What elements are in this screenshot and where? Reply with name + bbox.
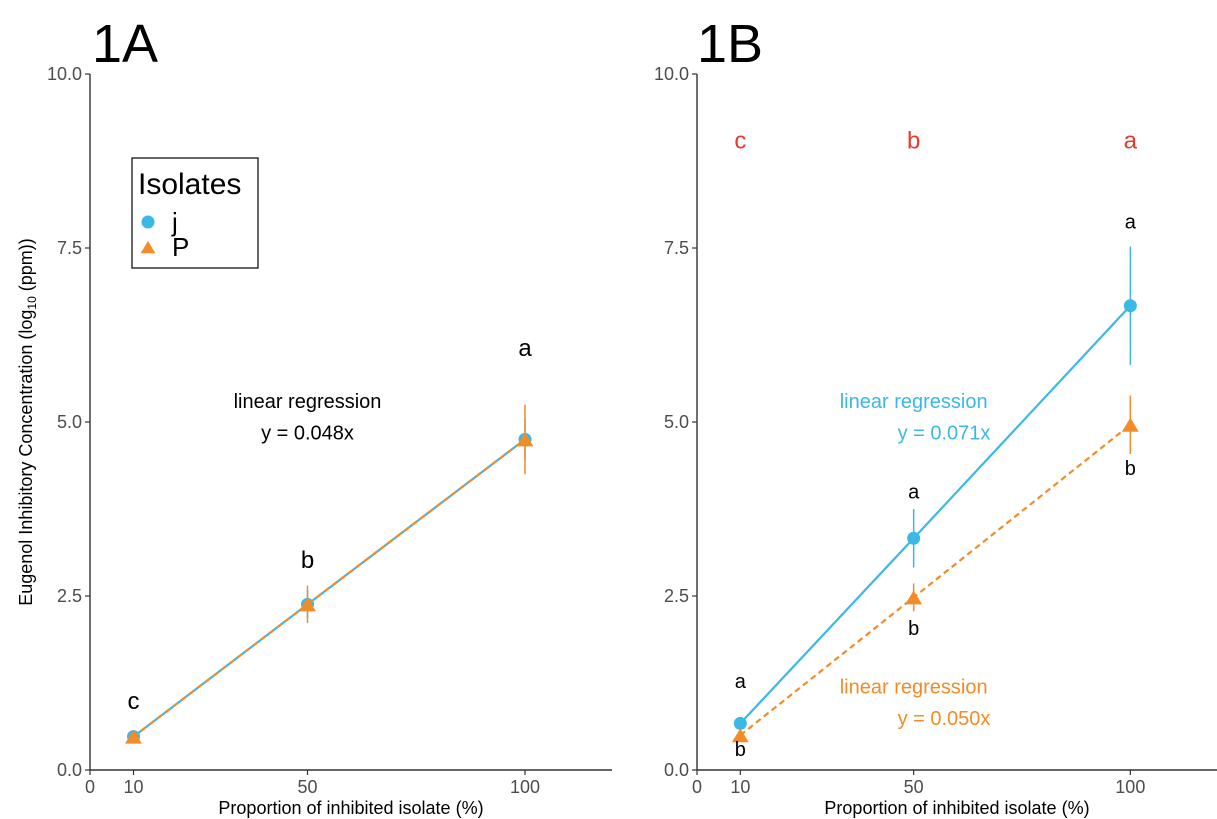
point-label: a xyxy=(518,335,532,362)
legend-marker xyxy=(141,215,155,229)
panel-label: 1A xyxy=(92,14,158,74)
annotation: linear regression xyxy=(234,391,382,413)
y-tick-label: 0.0 xyxy=(57,760,82,780)
annotation: linear regression xyxy=(840,391,988,413)
y-tick-label: 7.5 xyxy=(664,238,689,258)
y-tick-label: 10.0 xyxy=(47,64,82,84)
data-point xyxy=(516,432,534,447)
data-point xyxy=(1123,299,1137,313)
x-tick-label: 0 xyxy=(85,777,95,797)
legend-marker xyxy=(140,241,156,254)
point-label: a xyxy=(1125,212,1137,234)
series-line xyxy=(739,305,1132,725)
y-tick-label: 7.5 xyxy=(57,238,82,258)
y-tick-label: 2.5 xyxy=(664,586,689,606)
annotation: y = 0.048x xyxy=(261,422,354,444)
legend-entry-label: j xyxy=(171,207,178,237)
legend: Isolates jP xyxy=(131,157,259,269)
data-point xyxy=(907,531,921,545)
series-P xyxy=(125,404,534,744)
point-label: a xyxy=(735,671,747,693)
series-j xyxy=(127,418,532,744)
data-point xyxy=(1121,417,1139,432)
panel-label: 1B xyxy=(697,14,763,74)
y-tick-label: 5.0 xyxy=(57,412,82,432)
x-tick-label: 0 xyxy=(692,777,702,797)
point-label: b xyxy=(1125,458,1136,480)
legend-entry-label: P xyxy=(172,232,189,262)
point-label: c xyxy=(128,688,140,715)
series-P xyxy=(731,395,1139,743)
y-axis-label: Eugenol Inhibitory Concentration (log10 … xyxy=(16,238,39,606)
point-label: b xyxy=(301,547,314,574)
annotation: y = 0.050x xyxy=(898,708,991,730)
x-tick-label: 50 xyxy=(297,777,317,797)
x-tick-label: 100 xyxy=(510,777,540,797)
y-tick-label: 2.5 xyxy=(57,586,82,606)
point-label: a xyxy=(1124,127,1138,154)
series-j xyxy=(733,246,1137,730)
data-point xyxy=(733,716,747,730)
point-label: a xyxy=(908,482,920,504)
series-line xyxy=(132,438,526,738)
legend-title: Isolates xyxy=(138,168,241,201)
data-point xyxy=(299,597,316,612)
panel-1b: 1B 0.0 2.5 5.0 7.5 10.0 0 10 50 100 Proportion of … xyxy=(654,14,1217,818)
y-tick-label: 10.0 xyxy=(654,64,689,84)
data-point xyxy=(905,590,923,605)
y-tick-label: 5.0 xyxy=(664,412,689,432)
annotation: linear regression xyxy=(840,676,988,698)
annotation: y = 0.071x xyxy=(898,422,991,444)
x-tick-label: 10 xyxy=(730,777,750,797)
point-label: b xyxy=(908,618,919,640)
point-label: b xyxy=(907,127,920,154)
x-axis-label: Proportion of inhibited isolate (%) xyxy=(824,798,1089,818)
x-tick-label: 100 xyxy=(1115,777,1145,797)
x-tick-label: 10 xyxy=(123,777,143,797)
data-point xyxy=(125,729,142,744)
panel-1a: 1A 0.0 2.5 5.0 7.5 10.0 0 10 50 100 Proportion of … xyxy=(47,14,612,818)
data-point xyxy=(731,728,749,743)
point-label: b xyxy=(735,739,746,761)
x-axis-label: Proportion of inhibited isolate (%) xyxy=(218,798,483,818)
y-tick-label: 0.0 xyxy=(664,760,689,780)
point-label: c xyxy=(734,127,746,154)
x-tick-label: 50 xyxy=(904,777,924,797)
